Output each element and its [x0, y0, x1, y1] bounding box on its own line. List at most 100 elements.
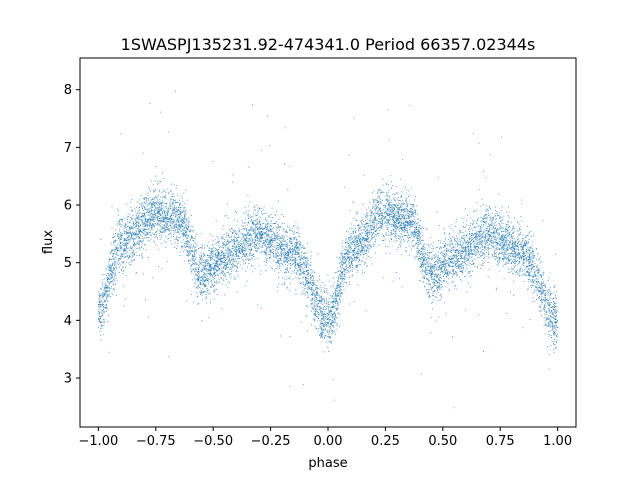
data-point	[244, 225, 246, 227]
data-point	[419, 220, 421, 221]
data-point	[528, 272, 530, 274]
data-point	[294, 254, 296, 255]
data-point	[399, 199, 401, 201]
data-point	[408, 221, 410, 223]
data-point	[140, 241, 142, 242]
data-point	[145, 220, 146, 222]
data-point	[440, 297, 442, 299]
data-point	[142, 243, 144, 245]
data-point	[216, 261, 218, 263]
data-point	[194, 269, 196, 270]
data-point	[108, 263, 110, 265]
data-point	[552, 349, 554, 351]
data-point	[476, 222, 478, 224]
data-point	[543, 280, 545, 282]
data-point	[490, 232, 492, 234]
data-point	[460, 251, 462, 253]
data-point	[418, 258, 420, 259]
data-point	[410, 223, 412, 225]
data-point	[357, 244, 358, 245]
data-point	[215, 265, 217, 267]
data-point	[408, 240, 410, 241]
data-point	[278, 260, 280, 262]
data-point	[374, 221, 376, 223]
data-point	[397, 226, 398, 228]
data-point	[118, 233, 120, 235]
data-point	[519, 240, 521, 242]
data-point	[353, 241, 355, 243]
data-point	[542, 220, 544, 221]
data-point	[161, 214, 163, 216]
data-point	[400, 232, 402, 234]
data-point	[159, 206, 161, 208]
data-point	[431, 302, 433, 304]
data-point	[487, 242, 489, 243]
data-point	[422, 248, 424, 250]
data-point	[464, 256, 466, 258]
data-point	[395, 236, 397, 238]
data-point	[261, 235, 262, 237]
data-point	[350, 269, 352, 271]
data-point	[175, 215, 177, 217]
data-point	[275, 234, 277, 236]
data-point	[212, 274, 214, 276]
data-point	[530, 274, 532, 276]
data-point	[499, 258, 501, 260]
data-point	[408, 216, 410, 217]
data-point	[209, 257, 211, 259]
data-point	[430, 270, 432, 272]
data-point	[495, 241, 496, 243]
data-point	[398, 208, 400, 210]
data-point	[113, 259, 115, 261]
data-point	[431, 257, 433, 259]
data-point	[153, 215, 155, 217]
data-point	[330, 337, 331, 339]
data-point	[294, 269, 296, 271]
data-point	[187, 229, 189, 231]
data-point	[238, 228, 240, 230]
data-point	[518, 256, 519, 258]
data-point	[470, 248, 471, 250]
data-point	[141, 245, 142, 247]
data-point	[510, 291, 512, 293]
data-point	[148, 210, 150, 212]
data-point	[397, 219, 399, 221]
data-point	[377, 210, 379, 212]
data-point	[331, 296, 333, 298]
data-point	[167, 227, 168, 229]
data-point	[373, 213, 375, 215]
data-point	[401, 228, 403, 230]
data-point	[171, 198, 173, 200]
data-point	[202, 274, 204, 276]
data-point	[297, 264, 299, 265]
data-point	[111, 275, 113, 277]
data-point	[105, 291, 107, 292]
data-point	[260, 233, 262, 234]
data-point	[440, 284, 442, 285]
data-point	[255, 204, 257, 206]
data-point	[121, 248, 123, 250]
data-point	[278, 263, 280, 265]
data-point	[455, 237, 457, 239]
data-point	[153, 204, 155, 206]
data-point	[390, 175, 392, 177]
data-point	[339, 261, 341, 263]
data-point	[172, 211, 174, 213]
data-point	[357, 270, 359, 272]
data-point	[373, 200, 374, 202]
data-point	[270, 231, 272, 233]
data-point	[544, 297, 546, 298]
data-point	[152, 201, 154, 203]
data-point	[211, 274, 213, 276]
data-point	[442, 242, 444, 244]
data-point	[179, 251, 181, 253]
data-point	[307, 274, 309, 276]
data-point	[226, 243, 228, 245]
data-point	[197, 285, 199, 287]
data-point	[470, 264, 472, 266]
data-point	[321, 301, 323, 302]
data-point	[101, 273, 103, 275]
data-point	[151, 219, 153, 221]
data-point	[279, 246, 281, 248]
data-point	[264, 253, 266, 255]
